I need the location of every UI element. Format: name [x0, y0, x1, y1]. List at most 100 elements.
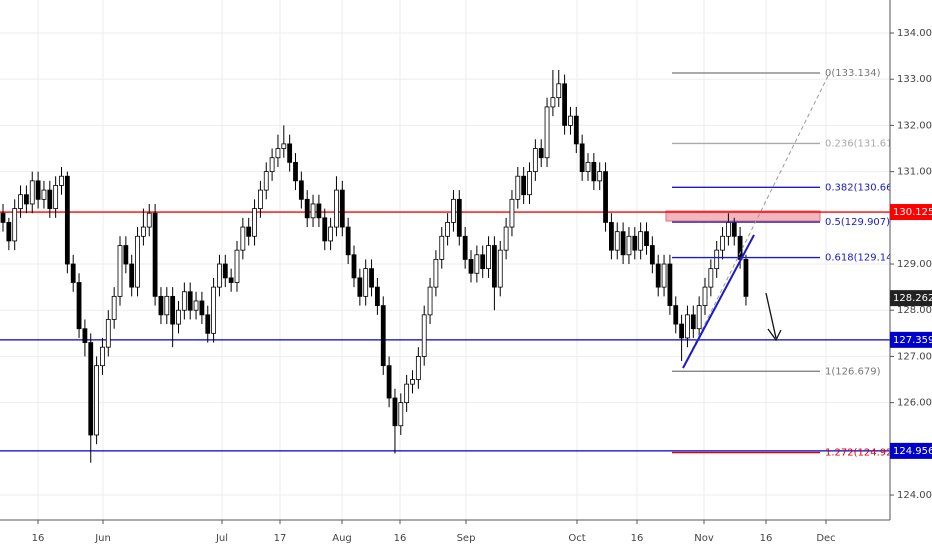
candle-body: [217, 263, 222, 288]
candle-body: [328, 226, 334, 242]
candle-body: [544, 106, 550, 159]
candle-body: [702, 286, 708, 307]
candle-body: [117, 245, 123, 297]
candle-body: [240, 226, 246, 251]
candle-body: [275, 148, 281, 159]
candle-body: [287, 143, 293, 163]
fib-trend-line: [682, 71, 831, 369]
candle-body: [626, 235, 632, 256]
candle-body: [310, 203, 316, 219]
candle-body: [64, 175, 70, 265]
candle-body: [497, 249, 503, 288]
candle-body: [743, 258, 749, 297]
candle-body: [12, 208, 18, 242]
candle-body: [603, 171, 608, 223]
candle-body: [59, 175, 64, 186]
candle-body: [257, 189, 263, 209]
candle-body: [23, 194, 29, 205]
candle-body: [421, 314, 427, 357]
candle-body: [304, 198, 310, 219]
candle-body: [556, 83, 562, 99]
price-badge: [890, 331, 932, 348]
candle-body: [673, 305, 679, 325]
candle-body: [35, 180, 41, 200]
candle-body: [363, 268, 369, 297]
candle-body: [527, 171, 532, 196]
x-tick-label: 16: [631, 533, 644, 544]
candle-body: [708, 268, 714, 288]
y-tick-label: 127.000: [897, 351, 932, 362]
candle-body: [18, 194, 23, 209]
candle-body: [597, 171, 603, 182]
candle-body: [468, 258, 474, 274]
candle-body: [228, 277, 234, 283]
x-tick-label: Dec: [816, 533, 835, 544]
candle-body: [632, 235, 638, 251]
candle-body: [445, 222, 451, 237]
candle-body: [696, 305, 702, 330]
candle-body: [269, 157, 275, 173]
candle-body: [222, 263, 228, 279]
candle-body: [170, 295, 176, 325]
candle-body: [29, 180, 35, 205]
candle-body: [609, 222, 614, 251]
candle-body: [100, 346, 105, 367]
candle-body: [655, 263, 661, 288]
y-tick-label: 124.000: [897, 490, 932, 501]
candle-body: [386, 365, 392, 399]
price-badge: [890, 442, 932, 459]
price-badge-label: 127.359: [893, 335, 932, 346]
candle-body: [462, 235, 468, 260]
candle-body: [679, 323, 684, 339]
candle-body: [70, 263, 76, 283]
x-tick-label: 16: [32, 533, 45, 544]
candle-body: [480, 254, 486, 270]
candle-body: [41, 189, 47, 200]
grid: [0, 0, 890, 520]
candle-body: [211, 286, 217, 334]
candle-body: [123, 245, 129, 265]
candle-body: [6, 222, 12, 242]
candle-body: [562, 83, 567, 126]
x-tick-label: Oct: [568, 533, 585, 544]
candle-body: [521, 175, 527, 196]
candle-body: [720, 235, 725, 251]
y-tick-label: 128.000: [897, 305, 932, 316]
fib-label: 0.236(131.61: [825, 138, 893, 149]
trend-line: [682, 234, 755, 369]
price-badge-label: 130.125: [893, 207, 932, 218]
candle-body: [515, 175, 521, 200]
candle-body: [573, 115, 579, 145]
candle-body: [334, 189, 339, 228]
candles: [0, 69, 749, 463]
candle-body: [246, 226, 252, 237]
arrow: [765, 292, 777, 339]
candle-body: [638, 231, 644, 251]
candle-body: [181, 291, 187, 311]
candle-body: [339, 189, 345, 228]
fib-label: 0.618(129.14: [825, 253, 893, 264]
x-tick-label: Jul: [215, 533, 228, 544]
y-tick-label: 131.000: [897, 167, 932, 178]
candle-body: [415, 356, 421, 380]
candle-body: [263, 171, 269, 191]
candle-body: [345, 226, 351, 256]
candle-body: [731, 222, 737, 237]
candle-body: [374, 286, 380, 307]
candle-body: [47, 189, 53, 209]
candle-body: [357, 277, 363, 297]
candle-body: [714, 249, 720, 270]
candle-body: [252, 208, 257, 237]
candle-body: [685, 314, 690, 339]
candle-body: [491, 245, 497, 288]
candle-body: [369, 268, 374, 288]
candle-body: [88, 342, 94, 436]
candle-body: [427, 286, 433, 316]
candle-body: [94, 365, 99, 436]
candle-body: [0, 212, 6, 223]
fibonacci: 0(133.134) 0.236(131.61 0.382(130.66 0.5(12…: [672, 68, 893, 459]
candle-body: [451, 198, 456, 223]
candle-body: [322, 217, 328, 242]
candle-body: [737, 235, 743, 260]
